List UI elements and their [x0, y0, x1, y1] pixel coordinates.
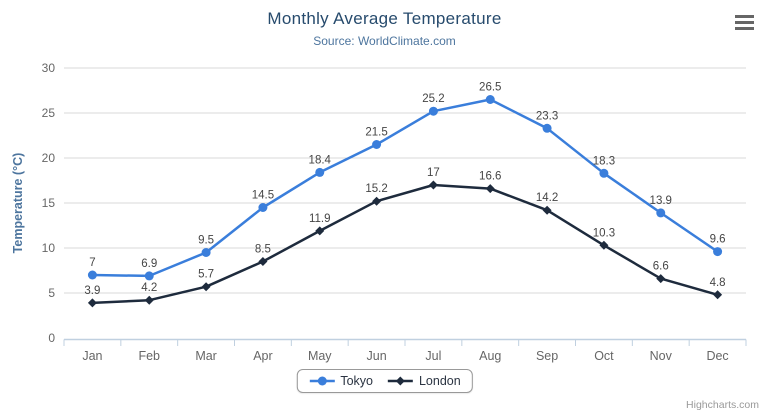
data-point-tokyo-jul[interactable]	[428, 106, 438, 116]
x-axis-label-feb: Feb	[138, 349, 160, 363]
x-axis-label-apr: Apr	[253, 349, 272, 363]
x-axis-label-aug: Aug	[479, 349, 501, 363]
series-line-london[interactable]	[91, 183, 719, 305]
legend-item-london[interactable]: London	[387, 374, 461, 388]
data-label: 26.5	[479, 82, 501, 94]
data-label: 18.3	[593, 155, 615, 167]
data-label: 25.2	[422, 93, 444, 105]
data-point-london-jun[interactable]	[372, 196, 382, 206]
data-point-london-nov[interactable]	[656, 274, 666, 284]
data-label: 4.2	[141, 282, 157, 294]
data-point-tokyo-jan[interactable]	[87, 270, 97, 280]
data-point-tokyo-oct[interactable]	[599, 168, 609, 178]
y-axis-tick-label: 25	[42, 106, 56, 120]
data-point-london-jul[interactable]	[428, 180, 438, 190]
y-axis-tick-label: 0	[48, 331, 55, 345]
data-label: 15.2	[365, 183, 387, 195]
context-menu-button[interactable]	[735, 15, 755, 30]
data-point-london-may[interactable]	[315, 226, 325, 236]
data-point-london-jan[interactable]	[87, 298, 97, 308]
data-point-tokyo-apr[interactable]	[258, 203, 268, 212]
legend: Tokyo London	[296, 369, 473, 393]
data-label: 14.2	[536, 192, 558, 204]
x-axis-label-oct: Oct	[594, 349, 614, 363]
credits-link[interactable]: Highcharts.com	[686, 399, 759, 411]
data-label: 17	[427, 167, 440, 179]
data-label: 6.9	[141, 258, 157, 270]
hamburger-icon	[735, 15, 754, 19]
data-point-london-feb[interactable]	[144, 295, 154, 305]
y-axis-tick-label: 10	[42, 241, 56, 255]
data-label: 5.7	[198, 269, 214, 281]
data-label: 7	[89, 257, 95, 269]
data-label: 11.9	[309, 213, 331, 225]
data-label: 21.5	[365, 127, 387, 139]
x-axis-label-mar: Mar	[195, 349, 217, 363]
y-axis-tick-label: 30	[42, 61, 56, 75]
chart-subtitle: Source: WorldClimate.com	[313, 34, 456, 48]
legend-label-tokyo: Tokyo	[340, 374, 373, 388]
data-label: 8.5	[255, 244, 271, 256]
data-label: 16.6	[479, 171, 501, 183]
y-axis-tick-label: 5	[48, 286, 55, 300]
data-point-tokyo-sep[interactable]	[542, 123, 552, 133]
london-series-symbol	[387, 376, 413, 386]
london-legend-marker[interactable]	[395, 376, 405, 386]
data-point-tokyo-feb[interactable]	[144, 271, 154, 281]
hamburger-icon	[735, 20, 754, 25]
series-line-tokyo[interactable]	[91, 98, 719, 278]
chart-title: Monthly Average Temperature	[267, 9, 502, 28]
x-axis-label-jan: Jan	[82, 349, 102, 363]
data-label: 3.9	[84, 285, 100, 297]
legend-label-london: London	[418, 374, 461, 388]
data-label: 14.5	[252, 190, 274, 202]
data-point-london-dec[interactable]	[713, 290, 723, 300]
hamburger-icon	[735, 26, 754, 30]
y-axis-tick-label: 20	[42, 151, 56, 165]
x-axis-label-dec: Dec	[706, 349, 728, 363]
data-label: 6.6	[653, 261, 669, 273]
x-axis-label-nov: Nov	[650, 349, 673, 363]
y-axis-title: Temperature (°C)	[11, 153, 25, 254]
x-axis-label-sep: Sep	[536, 349, 558, 363]
data-point-london-oct[interactable]	[599, 240, 609, 250]
data-point-london-aug[interactable]	[485, 184, 495, 194]
data-point-tokyo-jun[interactable]	[372, 140, 382, 149]
x-axis-label-may: May	[308, 349, 332, 363]
legend-item-tokyo[interactable]: Tokyo	[308, 374, 373, 388]
data-point-tokyo-nov[interactable]	[656, 208, 666, 218]
tokyo-series-symbol	[309, 376, 335, 386]
data-label: 10.3	[593, 227, 615, 239]
data-point-london-mar[interactable]	[201, 282, 211, 292]
data-point-tokyo-dec[interactable]	[713, 247, 723, 257]
y-axis-tick-label: 15	[42, 196, 56, 210]
data-label: 9.5	[198, 235, 214, 247]
data-label: 18.4	[309, 154, 332, 166]
data-point-london-sep[interactable]	[542, 205, 552, 215]
data-label: 13.9	[650, 195, 672, 207]
data-label: 9.6	[710, 234, 726, 246]
data-point-tokyo-mar[interactable]	[201, 248, 211, 257]
data-point-tokyo-may[interactable]	[315, 167, 325, 177]
data-label: 4.8	[710, 277, 726, 289]
x-axis-label-jun: Jun	[367, 349, 387, 363]
data-point-london-apr[interactable]	[258, 257, 268, 266]
data-point-tokyo-aug[interactable]	[485, 95, 495, 104]
data-label: 23.3	[536, 110, 558, 122]
tokyo-legend-marker[interactable]	[317, 376, 327, 386]
x-axis-label-jul: Jul	[425, 349, 441, 363]
